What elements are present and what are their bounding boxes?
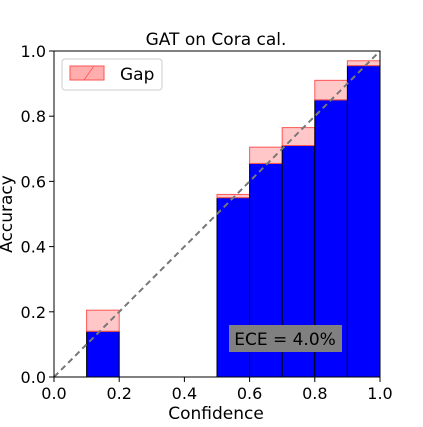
plot-frame (53, 50, 381, 378)
gap-bar-5 (314, 79, 348, 101)
y-axis-ticks: 0.0 0.2 0.4 0.6 0.8 1.0 (21, 42, 54, 387)
legend-gap-hatch (83, 65, 95, 81)
ece-label: ECE = 4.0% (234, 330, 336, 350)
gap-bar-1 (86, 309, 120, 332)
y-tick-label: 0.6 (21, 172, 46, 191)
legend-gap-label: Gap (120, 65, 154, 85)
y-tick-label: 0.4 (21, 238, 46, 257)
y-axis-label: Accuracy (0, 175, 17, 253)
x-tick-label: 0.6 (237, 384, 262, 403)
x-tick-label: 0.8 (302, 384, 327, 403)
y-tick-label: 0.8 (21, 107, 46, 126)
x-axis-label: Confidence (168, 404, 264, 423)
x-tick-label: 1.0 (367, 384, 392, 403)
x-tick-label: 0.2 (106, 384, 131, 403)
x-tick-label: 0.0 (41, 384, 66, 403)
y-tick-label: 1.0 (21, 42, 46, 61)
x-axis-ticks: 0.0 0.2 0.4 0.6 0.8 1.0 (41, 377, 393, 403)
gap-bar-3 (249, 146, 283, 164)
diagonal-layer (53, 50, 381, 378)
gap-bar-6 (346, 60, 381, 67)
y-tick-label: 0.2 (21, 303, 46, 322)
legend: Gap (61, 58, 163, 91)
legend-gap-swatch (69, 65, 105, 81)
perfect-calibration-line (53, 50, 381, 378)
ece-annotation: ECE = 4.0% (229, 325, 342, 352)
y-tick-label: 0.0 (21, 368, 46, 387)
chart-title: GAT on Cora cal. (146, 30, 287, 50)
ece-box (229, 325, 342, 352)
x-tick-label: 0.4 (172, 384, 197, 403)
accuracy-bar-6 (346, 65, 381, 378)
